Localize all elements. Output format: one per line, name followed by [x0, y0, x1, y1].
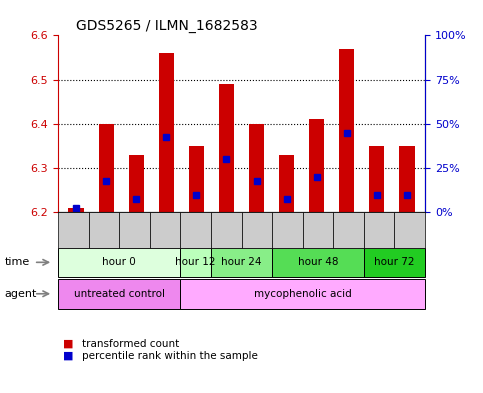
Text: hour 12: hour 12 [175, 257, 216, 267]
Text: time: time [5, 257, 30, 267]
Bar [128, 155, 144, 212]
Text: GDS5265 / ILMN_1682583: GDS5265 / ILMN_1682583 [76, 19, 258, 33]
Text: untreated control: untreated control [73, 289, 165, 299]
Text: ■: ■ [63, 351, 73, 361]
Bar [309, 119, 324, 212]
Bar [339, 49, 355, 212]
Text: percentile rank within the sample: percentile rank within the sample [82, 351, 258, 361]
Text: agent: agent [5, 289, 37, 299]
Text: transformed count: transformed count [82, 339, 179, 349]
Text: hour 0: hour 0 [102, 257, 136, 267]
Bar [69, 208, 84, 212]
Bar [279, 155, 294, 212]
Bar [189, 146, 204, 212]
Bar [99, 124, 114, 212]
Text: ■: ■ [63, 339, 73, 349]
Bar [369, 146, 384, 212]
Text: hour 72: hour 72 [374, 257, 415, 267]
Bar [219, 84, 234, 212]
Text: mycophenolic acid: mycophenolic acid [254, 289, 352, 299]
Bar [399, 146, 414, 212]
Bar [159, 53, 174, 212]
Text: hour 24: hour 24 [221, 257, 262, 267]
Bar [249, 124, 264, 212]
Text: hour 48: hour 48 [298, 257, 338, 267]
